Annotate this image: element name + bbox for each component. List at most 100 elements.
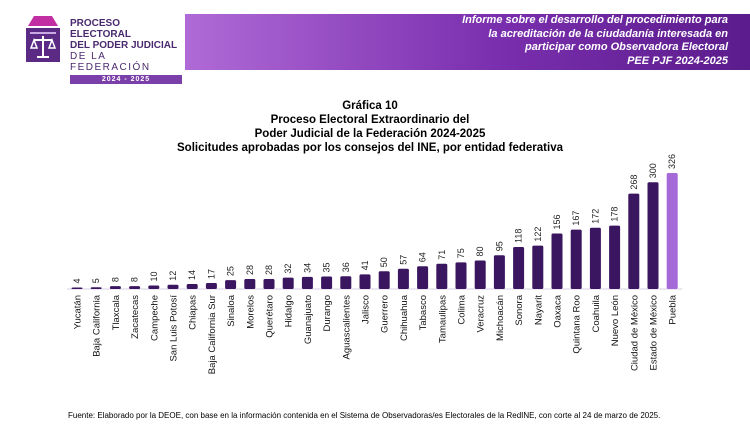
bar <box>263 279 275 289</box>
category-label: Veracruz <box>476 295 487 333</box>
bar <box>129 286 141 289</box>
data-label: 34 <box>302 263 312 273</box>
data-label: 28 <box>245 265 255 275</box>
bar <box>570 229 582 289</box>
data-label: 25 <box>226 266 236 276</box>
category-label: Chiapas <box>188 295 199 330</box>
data-label: 35 <box>322 263 332 273</box>
bar <box>493 255 505 289</box>
data-label: 75 <box>456 248 466 258</box>
data-label: 80 <box>475 247 485 257</box>
category-label: Michoacán <box>495 295 506 341</box>
bar <box>378 271 390 289</box>
header-line: Informe sobre el desarrollo del procedim… <box>462 14 728 26</box>
chart-title-line: Solicitudes aprobadas por los consejos d… <box>177 142 563 154</box>
category-label: Campeche <box>149 295 160 341</box>
category-label: Guanajuato <box>303 295 314 344</box>
bar <box>628 193 640 289</box>
bar <box>186 284 198 289</box>
category-label: Yucatán <box>73 295 84 329</box>
category-label: Guerrero <box>380 295 391 333</box>
data-label: 4 <box>72 278 82 283</box>
data-label: 172 <box>590 209 600 224</box>
data-label: 178 <box>610 207 620 222</box>
data-label: 8 <box>110 277 120 282</box>
category-label: Durango <box>322 295 333 331</box>
category-label: Tamaulipas <box>437 295 448 343</box>
chart-title-line: Gráfica 10 <box>342 100 398 112</box>
bar <box>359 274 371 289</box>
category-label: Tlaxcala <box>111 294 122 330</box>
category-label: Zacatecas <box>130 295 141 339</box>
header-band <box>185 14 750 70</box>
data-label: 50 <box>379 257 389 267</box>
header-line: participar como Observadora Electoral <box>525 41 728 53</box>
category-label: Ciudad de México <box>629 295 640 371</box>
bar <box>666 173 678 289</box>
header-line: la acreditación de la ciudadanía interes… <box>488 27 728 40</box>
logo-line-1: PROCESO ELECTORAL <box>70 18 131 40</box>
logo: PROCESO ELECTORAL DEL PODER JUDICIAL DE … <box>22 14 182 84</box>
category-label: Colima <box>457 294 468 324</box>
bar <box>167 284 179 289</box>
category-label: Sonora <box>514 294 525 325</box>
data-label: 122 <box>533 227 543 242</box>
data-label: 36 <box>341 262 351 272</box>
category-label: Aguascalientes <box>341 295 352 360</box>
logo-line-3: DE LA FEDERACIÓN <box>70 51 151 73</box>
bar <box>148 285 160 289</box>
data-label: 167 <box>571 211 581 226</box>
category-label: Querétaro <box>265 295 276 338</box>
bar <box>301 276 313 289</box>
data-label: 14 <box>187 270 197 280</box>
category-label: San Luis Potosí <box>169 295 180 362</box>
category-label: Chihuahua <box>399 294 410 341</box>
bar <box>397 268 409 289</box>
category-label: Coahuila <box>591 294 602 332</box>
chart-title: Gráfica 10 Proceso Electoral Extraordina… <box>130 99 610 155</box>
bar <box>340 276 352 289</box>
category-label: Jalisco <box>361 295 372 324</box>
bar <box>455 262 467 289</box>
data-label: 32 <box>283 264 293 274</box>
logo-years: 2024 - 2025 <box>70 75 182 84</box>
data-label: 118 <box>514 229 524 243</box>
source-note: Fuente: Elaborado por la DEOE, con base … <box>68 411 661 420</box>
category-label: Baja California Sur <box>207 295 218 374</box>
data-label: 10 <box>149 271 159 281</box>
category-label: Puebla <box>668 294 679 324</box>
bar <box>321 276 333 289</box>
data-label: 28 <box>264 265 274 275</box>
bar <box>589 227 601 289</box>
data-label: 71 <box>437 250 447 260</box>
data-label: 12 <box>168 271 178 281</box>
header-title: Informe sobre el desarrollo del procedim… <box>398 14 728 68</box>
category-label: Sinaloa <box>226 294 237 326</box>
category-label: Nuevo León <box>610 295 621 346</box>
category-label: Oaxaca <box>553 294 564 327</box>
data-label: 5 <box>91 278 101 283</box>
bar <box>90 287 102 289</box>
data-label: 156 <box>552 214 562 229</box>
bar <box>417 266 429 289</box>
data-label: 41 <box>360 260 370 270</box>
bar <box>225 280 237 289</box>
bar <box>71 287 83 289</box>
category-label: Morelos <box>245 295 256 329</box>
bar <box>474 260 486 289</box>
data-label: 95 <box>494 241 504 251</box>
data-label: 64 <box>418 252 428 262</box>
bar <box>532 245 544 289</box>
category-label: Hidalgo <box>284 295 295 327</box>
category-label: Quintana Roo <box>572 295 583 354</box>
bar <box>109 286 121 289</box>
logo-line-2: DEL PODER JUDICIAL <box>70 40 178 51</box>
category-label: Baja California <box>92 294 103 356</box>
bar <box>647 182 659 289</box>
data-label: 17 <box>206 269 216 279</box>
bar <box>436 263 448 289</box>
data-label: 268 <box>629 175 639 190</box>
bar <box>551 233 563 289</box>
data-label: 326 <box>667 154 677 169</box>
